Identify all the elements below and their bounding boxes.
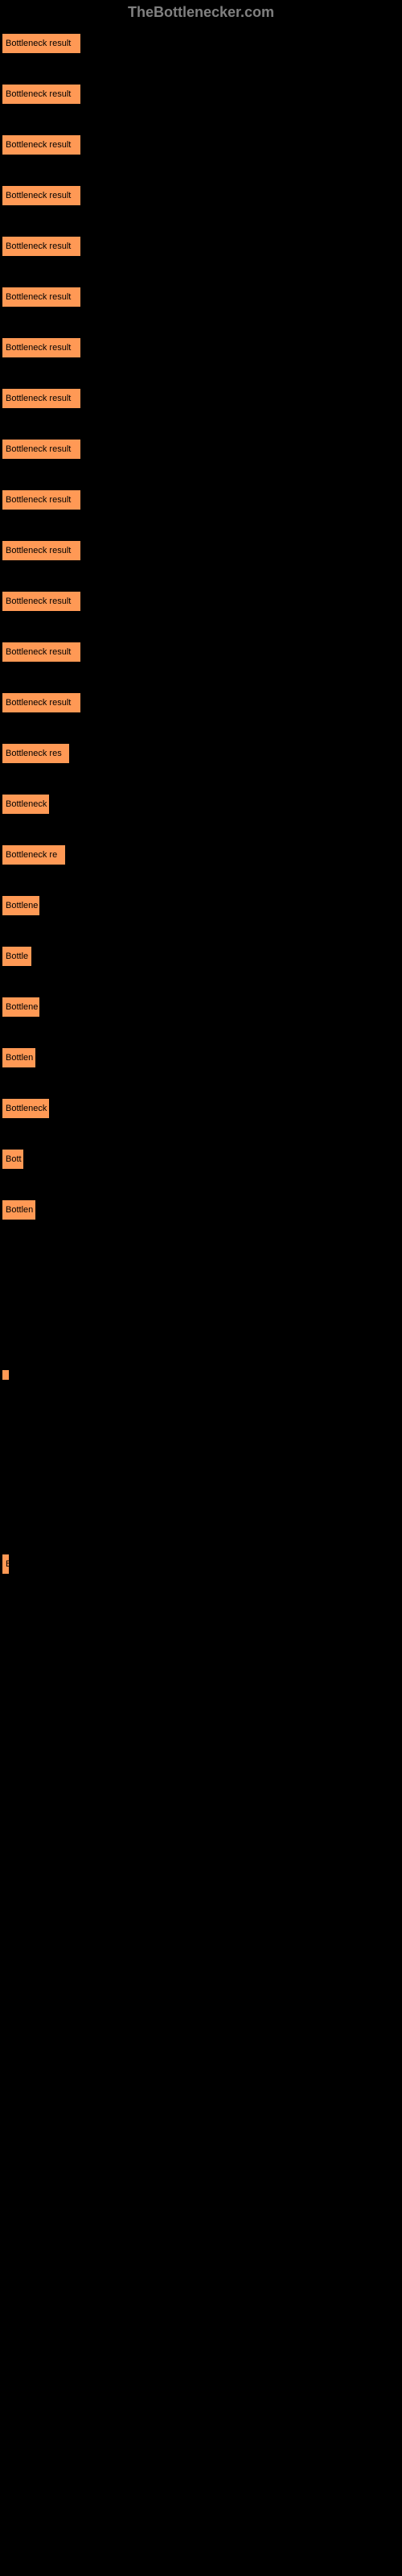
bottleneck-bar: Bottleneck result [2,33,81,54]
bar-row: Bottleneck result [0,84,402,109]
bar-row: Bottleneck result [0,388,402,413]
bottleneck-bar: Bottleneck result [2,287,81,308]
bottleneck-bar: Bottleneck result [2,84,81,105]
bottleneck-bar: Bottleneck result [2,540,81,561]
bottleneck-bar: Bottlene [2,997,40,1018]
bottleneck-chart: Bottleneck result Bottleneck result Bottle… [0,33,402,1579]
bottleneck-bar: Bottle [2,946,32,967]
bottleneck-bar: Bottleneck res [2,743,70,764]
bar-row: Bottleneck result [0,134,402,159]
bottleneck-bar: Bottleneck result [2,388,81,409]
bottleneck-bar: Bott [2,1149,24,1170]
bar-row: Bottleneck result [0,692,402,717]
bar-row: Bottle [0,946,402,971]
bottleneck-bar: Bottlen [2,1047,36,1068]
site-header: TheBottlenecker.com [0,4,402,21]
bottleneck-bar: Bottleneck result [2,439,81,460]
bar-row: Bottleneck result [0,287,402,312]
bar-row: Bottleneck result [0,642,402,667]
bar-row: B [0,1554,402,1579]
bar-row: Bott [0,1149,402,1174]
bottleneck-bar: Bottlene [2,895,40,916]
bar-row: Bottleneck result [0,591,402,616]
bottleneck-bar: Bottleneck result [2,185,81,206]
bottleneck-bar: Bottleneck result [2,489,81,510]
bar-row: Bottleneck re [0,844,402,869]
bar-row: Bottleneck res [0,743,402,768]
bottleneck-bar: Bottleneck re [2,844,66,865]
bottleneck-bar: Bottleneck result [2,642,81,663]
bar-row: Bottleneck [0,794,402,819]
bottleneck-bar: Bottleneck result [2,236,81,257]
bottleneck-bar: Bottleneck result [2,337,81,358]
bottleneck-bar: Bottleneck result [2,134,81,155]
bar-row: Bottlene [0,997,402,1022]
bar-row: Bottleneck [0,1098,402,1123]
bar-row: Bottlen [0,1199,402,1224]
bottleneck-bar: B [2,1554,10,1575]
bottleneck-bar: Bottlen [2,1199,36,1220]
bottleneck-bar: Bottleneck [2,794,50,815]
bar-row: Bottleneck result [0,439,402,464]
bar-row: Bottleneck result [0,185,402,210]
bar-row: Bottleneck result [0,337,402,362]
bottleneck-bar: Bottleneck [2,1098,50,1119]
bar-row: Bottleneck result [0,236,402,261]
bar-row: Bottlene [0,895,402,920]
bar-row: Bottleneck result [0,489,402,514]
bar-row: Bottlen [0,1047,402,1072]
bar-row: Bottleneck result [0,540,402,565]
bottleneck-bar [2,1369,10,1381]
bottleneck-bar: Bottleneck result [2,591,81,612]
bar-row: Bottleneck result [0,33,402,58]
bottleneck-bar: Bottleneck result [2,692,81,713]
bar-row [0,1369,402,1385]
